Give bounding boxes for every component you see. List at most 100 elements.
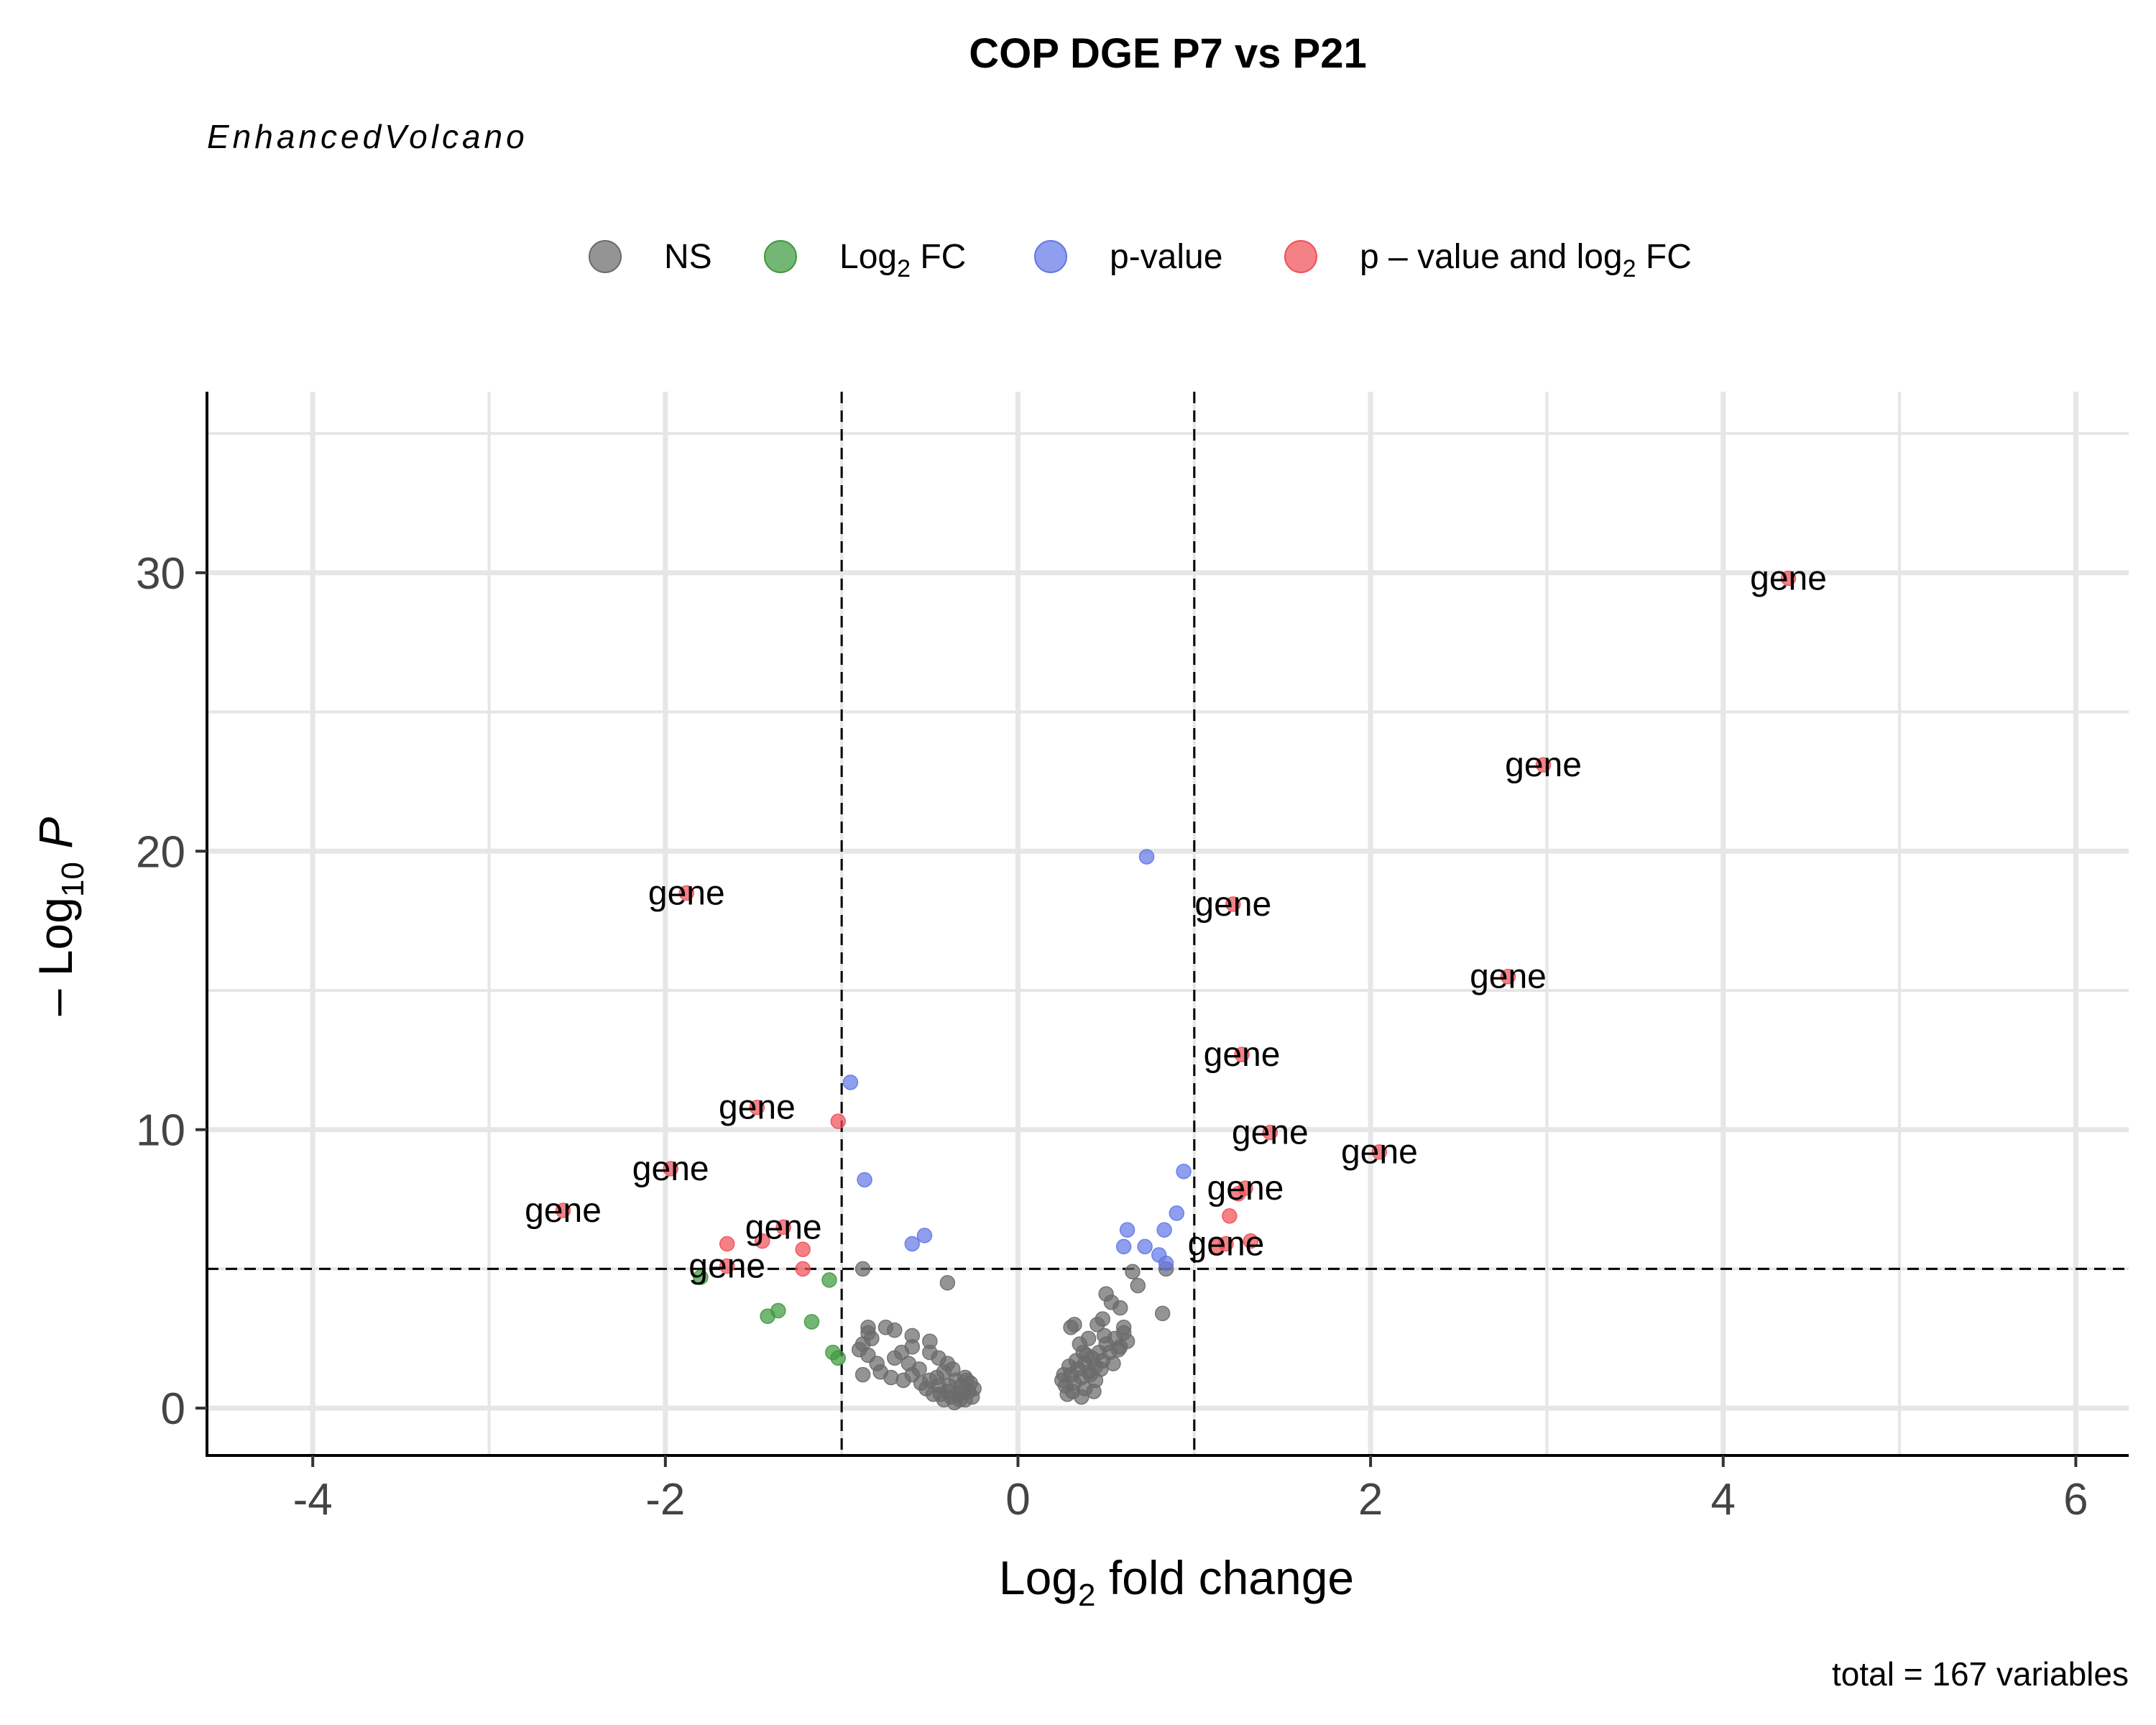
data-point-ns (941, 1378, 957, 1394)
gene-label: gene (648, 874, 725, 912)
data-point-ns (1105, 1356, 1121, 1371)
data-point-ns (929, 1369, 945, 1386)
data-point-ns (1056, 1366, 1072, 1383)
y-tick-label: 10 (136, 1106, 185, 1156)
gene-label: gene (1232, 1114, 1309, 1152)
data-point-log2fc (693, 1269, 709, 1285)
data-point-both (755, 1233, 770, 1249)
gene-label: gene (1470, 958, 1547, 996)
data-point-ns (1098, 1286, 1114, 1302)
data-point-ns (1110, 1342, 1127, 1358)
gene-label: gene (1505, 746, 1582, 784)
x-axis-title-sub: 2 (1078, 1578, 1095, 1613)
data-point-both (795, 1261, 811, 1277)
legend-label-main: p-value (1110, 238, 1222, 276)
data-point-ns (854, 1366, 871, 1383)
y-axis-title-sub: 10 (55, 862, 91, 897)
y-tick-label: 20 (136, 827, 185, 877)
data-point-both (1535, 757, 1552, 773)
data-point-both (663, 1161, 678, 1177)
data-point-ns (1130, 1277, 1146, 1294)
data-point-pvalue (1176, 1164, 1192, 1179)
data-point-ns (939, 1275, 956, 1291)
data-point-both (1500, 968, 1516, 985)
data-point-log2fc (821, 1272, 837, 1288)
data-point-both (719, 1258, 735, 1274)
gene-label: gene (1204, 1036, 1281, 1074)
data-point-both (1234, 1046, 1250, 1062)
legend-key-log2fc (764, 240, 797, 273)
data-point-ns (1096, 1328, 1112, 1344)
gene-label: gene (632, 1150, 709, 1188)
legend-label-main: Log (839, 238, 897, 276)
legend-label-both: p – value and log2 FC (1360, 238, 1692, 282)
data-point-ns (887, 1322, 903, 1338)
data-point-both (795, 1241, 811, 1258)
y-tick-label: 30 (136, 549, 185, 599)
data-point-log2fc (830, 1350, 846, 1366)
x-axis-title: Log2 fold change (999, 1551, 1354, 1613)
x-tick-label: 4 (1711, 1475, 1736, 1524)
data-point-ns (911, 1361, 927, 1377)
data-point-ns (1079, 1347, 1095, 1363)
gene-label: gene (1194, 886, 1271, 924)
data-point-both (1225, 896, 1241, 912)
chart-title: COP DGE P7 vs P21 (969, 30, 1366, 77)
data-point-ns (1095, 1311, 1110, 1327)
gene-label: gene (719, 1089, 796, 1127)
y-axis-title: – Log10 P (29, 817, 91, 1016)
legend-key-ns (589, 240, 622, 273)
data-point-ns (944, 1361, 961, 1377)
points (555, 570, 1797, 1411)
legend-label-rest: FC (1636, 238, 1692, 276)
legend-key-pvalue (1034, 240, 1067, 273)
gene-label: gene (745, 1208, 822, 1246)
data-point-both (749, 1099, 765, 1116)
chart-caption: total = 167 variables (1832, 1655, 2129, 1693)
cutoff-lines (207, 392, 2129, 1455)
data-point-both (1209, 1238, 1225, 1255)
data-point-pvalue (904, 1236, 921, 1252)
data-point-both (1230, 1186, 1246, 1202)
legend-label-rest: FC (911, 238, 966, 276)
legend-label-sub: 2 (1623, 255, 1636, 282)
data-point-ns (1067, 1317, 1082, 1333)
legend-label-ns: NS (664, 238, 712, 276)
data-point-pvalue (1156, 1222, 1172, 1238)
data-point-pvalue (857, 1172, 872, 1188)
chart-subtitle: EnhancedVolcano (207, 118, 528, 155)
data-point-both (1262, 1124, 1279, 1141)
data-point-ns (1086, 1384, 1102, 1399)
legend-label-log2fc: Log2 FC (839, 238, 966, 282)
point-labels: genegenegenegenegenegenegenegenegenegene… (525, 560, 1827, 1286)
data-point-ns (1125, 1264, 1141, 1280)
data-point-both (1243, 1233, 1259, 1249)
data-point-log2fc (803, 1314, 820, 1330)
legend-label-main: NS (664, 238, 712, 276)
legend-label-main: p – value and log (1360, 238, 1623, 276)
gene-label: gene (688, 1248, 765, 1286)
x-tick-label: -4 (293, 1475, 333, 1524)
data-point-both (1222, 1208, 1238, 1224)
gene-label: gene (1750, 560, 1827, 598)
data-point-both (678, 885, 695, 901)
data-point-both (1780, 570, 1797, 586)
data-point-ns (1115, 1320, 1132, 1335)
axes: -4 -2 0 2 4 6 0 10 20 30 (136, 392, 2129, 1524)
legend-label-pvalue: p-value (1110, 238, 1222, 276)
data-point-pvalue (1137, 1238, 1153, 1255)
y-axis-title-p: P (29, 817, 82, 849)
gene-label: gene (525, 1192, 602, 1230)
x-axis-title-rest: fold change (1095, 1551, 1354, 1604)
data-point-pvalue (916, 1228, 933, 1243)
data-point-both (830, 1113, 846, 1129)
x-tick-label: 6 (2063, 1475, 2088, 1524)
data-point-ns (1154, 1305, 1171, 1322)
legend-label-sub: 2 (897, 255, 911, 282)
x-tick-label: 2 (1358, 1475, 1383, 1524)
x-tick-label: -2 (645, 1475, 685, 1524)
data-point-ns (893, 1344, 910, 1361)
data-point-pvalue (842, 1075, 859, 1090)
data-point-ns (1080, 1330, 1097, 1347)
